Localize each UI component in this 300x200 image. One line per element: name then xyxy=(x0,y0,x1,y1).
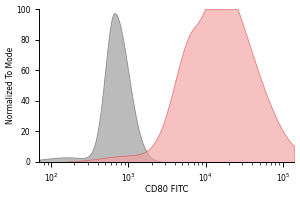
X-axis label: CD80 FITC: CD80 FITC xyxy=(145,185,189,194)
Y-axis label: Normalized To Mode: Normalized To Mode xyxy=(6,47,15,124)
